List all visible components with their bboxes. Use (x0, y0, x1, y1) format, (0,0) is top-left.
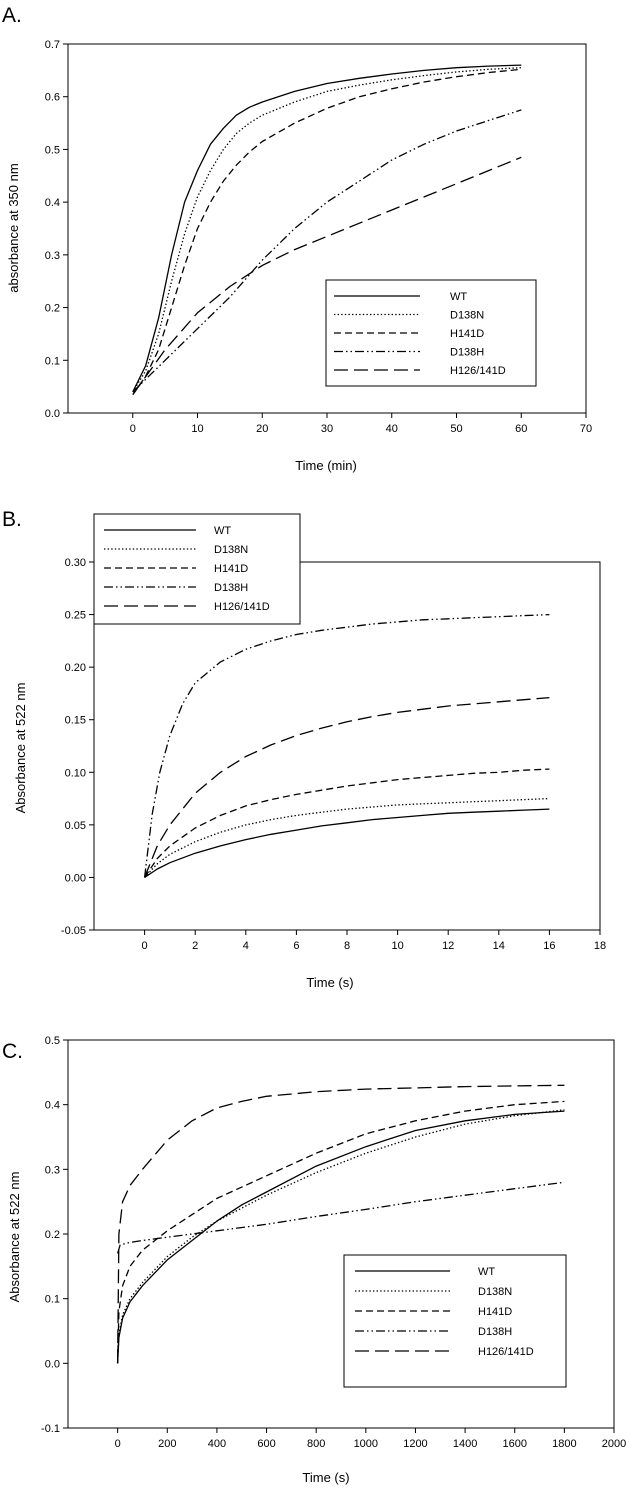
panel-b-y-tick-label: 0.20 (65, 662, 86, 674)
panel-a-legend-label: D138H (450, 347, 484, 359)
panel-a-series-h141d (132, 68, 522, 395)
panel-b-legend-label: D138N (214, 544, 248, 556)
panel-c-series-h141d (116, 1100, 565, 1364)
panel-c-y-tick-label: 0.4 (45, 1100, 60, 1112)
panel-a-y-tick-label: 0.5 (45, 144, 60, 156)
panel-c-x-tick-label: 400 (208, 1438, 226, 1450)
panel-c-x-tick-label: 600 (257, 1438, 275, 1450)
panel-c-x-tick-label: 1800 (552, 1438, 576, 1450)
panel-b-x-tick-label: 10 (391, 940, 403, 952)
panel-c-x-axis-title: Time (s) (302, 1470, 349, 1485)
panel-a-y-tick-label: 0.7 (45, 39, 60, 51)
panel-b-series-wt (144, 808, 550, 878)
panel-c-x-tick-label: 1600 (502, 1438, 526, 1450)
panel-b-x-tick-label: 12 (442, 940, 454, 952)
panel-a-legend-label: H141D (450, 328, 484, 340)
panel-b-legend-label: D138H (214, 582, 248, 594)
panel-a-y-tick-label: 0.2 (45, 303, 60, 315)
panel-a-y-tick-label: 0.3 (45, 250, 60, 262)
panel-c-letter: C. (2, 1040, 23, 1063)
panel-c-x-tick-label: 800 (307, 1438, 325, 1450)
panel-c-x-tick-label: 1400 (453, 1438, 477, 1450)
panel-a-y-axis-title: absorbance at 350 nm (6, 163, 21, 292)
panel-b-y-axis-title: Absorbance at 522 nm (13, 683, 28, 814)
panel-b-legend-label: H126/141D (214, 601, 270, 613)
panel-c-legend-box (343, 1254, 567, 1388)
panel-c-y-tick-label: 0.5 (45, 1035, 60, 1047)
panel-c-x-tick-label: 2000 (602, 1438, 626, 1450)
panel-c-x-tick-label: 1200 (403, 1438, 427, 1450)
panel-b-series-d138h (143, 613, 550, 878)
panel-b-legend-label: H141D (214, 563, 248, 575)
panel-c-y-tick-label: 0.0 (45, 1358, 60, 1370)
panel-b-x-tick-label: 6 (293, 940, 299, 952)
panel-a-legend-label: D138N (450, 310, 484, 322)
panel-b-x-tick-label: 4 (243, 940, 249, 952)
panel-a-x-tick-label: 0 (130, 423, 136, 435)
panel-c-y-tick-label: -0.1 (41, 1423, 60, 1435)
panel-b-series-d138n (144, 797, 550, 878)
panel-b-y-tick-label: 0.30 (65, 557, 86, 569)
panel-c-series-h126-141d (116, 1084, 565, 1364)
panel-a-legend-label: H126/141D (450, 365, 506, 377)
panel-b-y-tick-label: 0.25 (65, 610, 86, 622)
panel-b-x-tick-label: 2 (192, 940, 198, 952)
panel-c-y-tick-label: 0.2 (45, 1229, 60, 1241)
panel-b-y-tick-label: -0.05 (61, 925, 86, 937)
panel-b-x-tick-label: 8 (344, 940, 350, 952)
panel-c-legend-label: H141D (478, 1306, 512, 1318)
panel-b-y-tick-label: 0.05 (65, 820, 86, 832)
panel-a-y-tick-label: 0.1 (45, 355, 60, 367)
panel-a-y-tick-label: 0.4 (45, 197, 60, 209)
panel-c-y-axis-title: Absorbance at 522 nm (7, 1172, 22, 1303)
panel-c-series-d138h (116, 1181, 565, 1254)
panel-b-x-axis-title: Time (s) (306, 975, 353, 990)
panel-c-x-tick-label: 1000 (354, 1438, 378, 1450)
panel-a-x-axis-title: Time (min) (295, 458, 357, 473)
panel-b-y-tick-label: 0.10 (65, 767, 86, 779)
panel-c-x-tick-label: 200 (158, 1438, 176, 1450)
panel-a-x-tick-label: 40 (386, 423, 398, 435)
panel-a-series-h126-141d (132, 156, 522, 395)
panel-a-x-tick-label: 20 (256, 423, 268, 435)
panel-a-series-d138h (132, 109, 522, 393)
panel-a-x-tick-label: 60 (515, 423, 527, 435)
panel-b-series-h126-141d (143, 696, 550, 878)
panel-c-legend-label: H126/141D (478, 1346, 534, 1358)
panel-b-y-tick-label: 0.00 (65, 872, 86, 884)
panel-a-x-tick-label: 70 (580, 423, 592, 435)
panel-a-series-wt (132, 64, 522, 393)
panel-b-letter: B. (2, 508, 22, 531)
panel-b-x-tick-label: 18 (594, 940, 606, 952)
panel-c-y-tick-label: 0.3 (45, 1164, 60, 1176)
panel-c-legend-label: D138N (478, 1286, 512, 1298)
panel-a-letter: A. (2, 4, 22, 27)
panel-b-series-h141d (144, 768, 550, 878)
panel-b-y-tick-label: 0.15 (65, 715, 86, 727)
panel-b-x-tick-label: 14 (493, 940, 505, 952)
panel-b-x-tick-label: 16 (543, 940, 555, 952)
panel-c-x-tick-label: 0 (115, 1438, 121, 1450)
panel-a-x-tick-label: 30 (321, 423, 333, 435)
panel-a-legend-label: WT (450, 291, 467, 303)
panel-a-x-tick-label: 50 (450, 423, 462, 435)
panel-c-series-d138n (116, 1109, 565, 1364)
panel-a-y-tick-label: 0.6 (45, 92, 60, 104)
panel-c-y-tick-label: 0.1 (45, 1294, 60, 1306)
panel-c-legend-label: D138H (478, 1326, 512, 1338)
panel-b-legend-label: WT (214, 525, 231, 537)
panel-c-series-wt (116, 1110, 565, 1364)
panel-c-legend-label: WT (478, 1266, 495, 1278)
panel-b-x-tick-label: 0 (142, 940, 148, 952)
panel-a-x-tick-label: 10 (191, 423, 203, 435)
panel-a-y-tick-label: 0.0 (45, 408, 60, 420)
